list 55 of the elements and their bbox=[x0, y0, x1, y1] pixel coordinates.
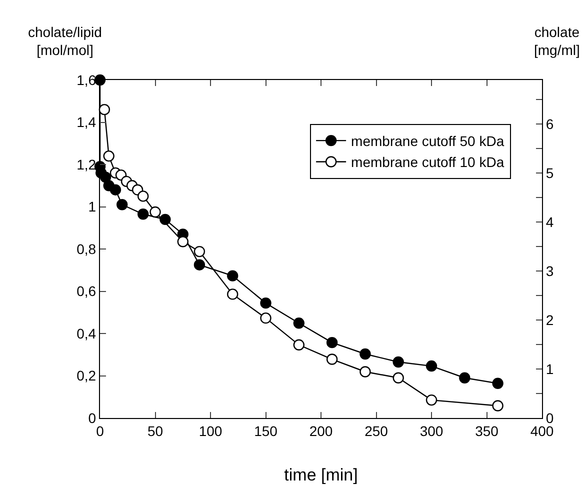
y-tick-label: 1,6 bbox=[76, 72, 96, 88]
point bbox=[492, 400, 504, 412]
point bbox=[138, 190, 149, 202]
y-tick-label: 0,2 bbox=[76, 368, 96, 384]
point bbox=[426, 360, 438, 372]
y2-tick-label: 5 bbox=[546, 164, 554, 181]
point bbox=[260, 312, 272, 324]
point bbox=[100, 172, 112, 183]
y-tick-label: 0 bbox=[88, 410, 96, 426]
point bbox=[360, 348, 371, 360]
point bbox=[138, 208, 149, 220]
point bbox=[392, 372, 404, 384]
y2-tick-label: 2 bbox=[546, 312, 554, 328]
legend-label: membrane cutoff 50 kDa bbox=[351, 133, 504, 149]
point bbox=[227, 270, 238, 282]
x-tick-label: 50 bbox=[147, 422, 164, 439]
point bbox=[492, 378, 504, 389]
y-tick-label: 1 bbox=[88, 198, 96, 215]
point bbox=[227, 288, 238, 300]
point bbox=[98, 104, 110, 116]
x-tick-label: 200 bbox=[309, 422, 333, 439]
x-tick-label: 100 bbox=[198, 422, 222, 439]
x-tick-label: 350 bbox=[475, 422, 499, 439]
point bbox=[360, 366, 371, 378]
point bbox=[426, 394, 438, 406]
y-tick-label: 0,4 bbox=[76, 325, 96, 342]
point bbox=[194, 246, 206, 258]
point bbox=[459, 372, 470, 384]
x-tick-label: 300 bbox=[420, 422, 444, 439]
point bbox=[177, 236, 188, 248]
point bbox=[326, 354, 338, 365]
y-tick-label: 0,8 bbox=[76, 240, 96, 257]
point bbox=[103, 150, 114, 162]
y2-tick-label: 1 bbox=[546, 360, 554, 377]
y-axis-title: cholate/lipid [mol/mol] bbox=[28, 24, 102, 58]
point bbox=[260, 297, 272, 309]
x-tick-label: 150 bbox=[254, 422, 278, 439]
point bbox=[392, 356, 404, 368]
x-tick-label: 250 bbox=[364, 422, 388, 439]
y-tick-label: 0,6 bbox=[76, 283, 96, 300]
y-tick-label: 1,4 bbox=[76, 114, 96, 130]
point bbox=[293, 318, 304, 329]
point bbox=[150, 206, 161, 218]
point bbox=[293, 339, 304, 351]
point bbox=[194, 259, 206, 270]
y2-tick-label: 3 bbox=[546, 262, 554, 279]
point bbox=[326, 336, 338, 348]
y2-tick-label: 4 bbox=[546, 214, 554, 230]
point bbox=[110, 184, 122, 196]
y2-axis-title: cholate [mg/ml] bbox=[534, 24, 580, 58]
legend-label: membrane cutoff 10 kDa bbox=[351, 154, 504, 170]
y-tick-label: 1,2 bbox=[76, 156, 96, 172]
x-axis-title: time [min] bbox=[284, 465, 358, 484]
point bbox=[116, 199, 128, 210]
y2-tick-label: 6 bbox=[546, 116, 554, 132]
